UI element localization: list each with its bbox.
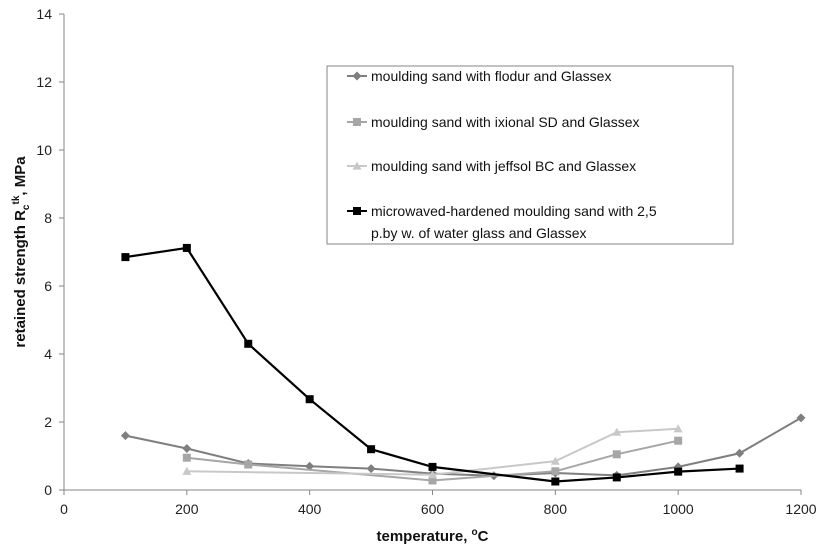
- series-4: [121, 243, 744, 486]
- series-1-point: [735, 448, 745, 458]
- y-tick-label: 10: [36, 142, 52, 158]
- legend-label: microwaved-hardened moulding sand with 2…: [371, 203, 657, 219]
- legend-entry-2: moulding sand with ixional SD and Glasse…: [347, 114, 639, 130]
- series-4-point: [551, 477, 560, 486]
- y-axis-title-superscript: tk: [11, 195, 22, 204]
- x-tick-label: 200: [175, 501, 199, 517]
- legend: moulding sand with flodur and Glassex mou…: [326, 65, 734, 245]
- y-tick-label: 6: [44, 278, 52, 294]
- y-axis-title: retained strength Rctk, MPa: [11, 156, 32, 348]
- y-tick-label: 4: [44, 346, 52, 362]
- legend-label: moulding sand with ixional SD and Glasse…: [371, 114, 639, 130]
- legend-entry-1: moulding sand with flodur and Glassex: [347, 68, 611, 84]
- series-3-point: [182, 466, 192, 475]
- series-1-point: [796, 413, 806, 423]
- legend-swatch-marker: [353, 207, 361, 215]
- x-tick-label: 400: [298, 501, 322, 517]
- legend-entry-4: microwaved-hardened moulding sand with 2…: [347, 203, 657, 241]
- series-4-point: [612, 473, 621, 482]
- series-3-point: [550, 456, 560, 465]
- series-1-point: [182, 444, 192, 454]
- y-tick-label: 0: [44, 482, 52, 498]
- x-axis-title-unit: C: [478, 528, 489, 545]
- series-1-point: [120, 431, 130, 441]
- x-tick-label: 1000: [663, 501, 694, 517]
- series-3-point: [673, 424, 683, 433]
- x-axis-title-superscript: o: [472, 527, 478, 538]
- series-4-point: [428, 462, 437, 471]
- legend-entry-3: moulding sand with jeffsol BC and Glasse…: [347, 158, 636, 174]
- series-4-point: [121, 253, 130, 262]
- y-tick-label: 14: [36, 6, 52, 22]
- series-2-point: [551, 467, 560, 476]
- series-4-point: [735, 464, 744, 473]
- axes: 0 2 4 6 8 10 12 14 0 200 400 600 800 1000 1200 temperat…: [11, 6, 817, 545]
- series-2-line: [186, 439, 679, 482]
- legend-label: p.by w. of water glass and Glassex: [371, 225, 587, 241]
- x-axis-title-text: temperature,: [377, 528, 472, 545]
- series-4-point: [305, 395, 314, 404]
- legend-label: moulding sand with flodur and Glassex: [371, 68, 611, 84]
- series-4-point: [674, 467, 683, 476]
- y-axis-title-subscript: c: [21, 204, 32, 210]
- series-2-point: [182, 453, 191, 462]
- legend-box: [326, 65, 734, 245]
- series-3-point: [612, 427, 622, 436]
- x-tick-label: 1200: [785, 501, 816, 517]
- legend-swatch-marker: [352, 71, 362, 81]
- series-4-point: [244, 339, 253, 348]
- x-axis-title: temperature, oC: [377, 527, 489, 545]
- legend-swatch-marker: [353, 118, 361, 126]
- y-axis-title-unit: , MPa: [12, 156, 29, 196]
- x-tick-label: 800: [544, 501, 568, 517]
- legend-label: moulding sand with jeffsol BC and Glasse…: [371, 158, 636, 174]
- series-2-point: [428, 476, 437, 485]
- y-axis-title-text: retained strength R: [12, 210, 29, 348]
- y-tick-label: 12: [36, 74, 52, 90]
- series-3-point: [428, 470, 437, 479]
- y-tick-label: 2: [44, 414, 52, 430]
- series-2-point: [244, 460, 253, 469]
- series-layer: [120, 243, 806, 486]
- series-2-point: [612, 450, 621, 459]
- series-1-line: [125, 417, 802, 477]
- series-4-point: [182, 243, 191, 252]
- series-3: [182, 424, 683, 479]
- series-2: [182, 436, 683, 485]
- x-tick-label: 0: [60, 501, 68, 517]
- x-tick-label: 600: [421, 501, 445, 517]
- legend-swatch-marker: [352, 161, 362, 170]
- series-4-point: [367, 445, 376, 454]
- series-4-line: [125, 246, 740, 483]
- series-1-point: [366, 464, 376, 474]
- series-2-point: [674, 436, 683, 445]
- series-1-point: [305, 461, 315, 471]
- y-tick-label: 8: [44, 210, 52, 226]
